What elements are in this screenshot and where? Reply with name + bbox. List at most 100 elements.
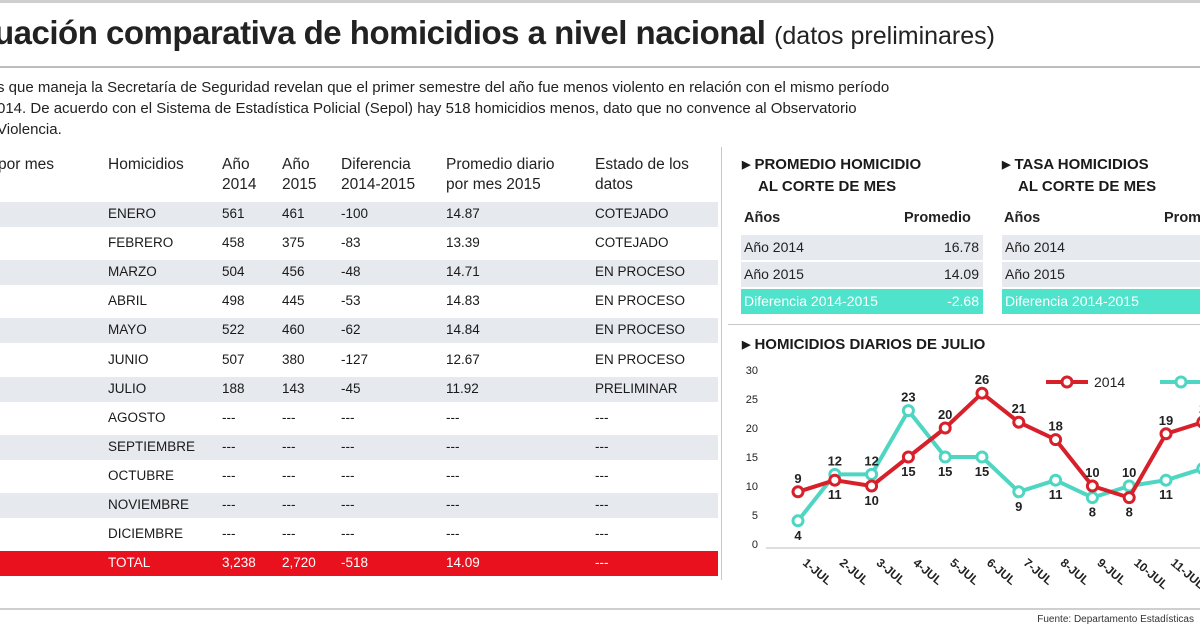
y-tick-label: 20	[746, 423, 758, 435]
col-header-month: por mes	[0, 156, 54, 173]
table-cell: EN PROCESO	[595, 264, 686, 280]
table-cell: 14.71	[446, 264, 480, 280]
table-cell: ---	[282, 526, 296, 542]
table-cell: PRELIMINAR	[595, 380, 678, 396]
promedio-row: Año 2014 16.78	[741, 235, 983, 260]
table-row: JULIO 188 143 -45 11.92 PRELIMINAR	[0, 376, 718, 402]
total-diff: -518	[341, 555, 369, 570]
table-cell: EN PROCESO	[595, 351, 686, 367]
table-cell: ---	[446, 438, 460, 454]
column-divider	[721, 147, 722, 580]
legend-label: 2014	[1094, 374, 1125, 390]
data-point-2014	[828, 473, 842, 487]
table-cell: ---	[595, 497, 609, 512]
table-cell: FEBRERO	[108, 235, 174, 251]
header-bar: uación comparativa de homicidios a nivel…	[0, 0, 1200, 68]
data-label-2015: 8	[1089, 505, 1096, 520]
table-cell: ---	[341, 438, 355, 454]
table-cell: MAYO	[108, 322, 147, 338]
table-cell: ---	[595, 438, 609, 454]
table-cell: ---	[282, 497, 296, 512]
y-tick-label: 25	[746, 394, 758, 406]
promedio-col-years: Años	[744, 210, 781, 226]
tasa-col-avg: Prom	[1164, 210, 1200, 226]
x-tick-label: 2-JUL	[837, 556, 872, 588]
data-label-2014: 26	[975, 372, 989, 387]
tasa-row: Año 2015	[1002, 262, 1200, 287]
data-point-2014	[1159, 427, 1173, 441]
data-point-2014	[1049, 433, 1063, 447]
table-cell: ENERO	[108, 206, 157, 221]
data-point-2014	[1085, 479, 1099, 493]
table-cell: 456	[282, 264, 305, 280]
table-cell: 460	[282, 322, 305, 338]
intro-line: 014. De acuerdo con el Sistema de Estadí…	[0, 100, 857, 117]
table-cell: SEPTIEMBRE	[108, 438, 196, 454]
data-label-2015: 12	[828, 453, 842, 468]
data-point-2014	[938, 421, 952, 435]
series-line-2014	[797, 391, 1200, 500]
table-cell: -48	[341, 264, 361, 280]
data-point-2014	[1196, 416, 1200, 429]
table-row: ENERO 561 461 -100 14.87 COTEJADO	[0, 202, 718, 227]
table-row: MARZO 504 456 -48 14.71 EN PROCESO	[0, 260, 718, 286]
table-cell: ---	[595, 409, 609, 425]
table-cell: JULIO	[108, 380, 147, 396]
data-point-2015	[865, 467, 879, 481]
x-tick-label: 6-JUL	[984, 556, 1019, 588]
table-cell: 13.39	[446, 235, 480, 251]
data-point-2015	[791, 514, 805, 528]
table-cell: ---	[446, 467, 460, 483]
data-label-2015: 12	[864, 453, 878, 468]
data-point-2014	[975, 386, 989, 400]
table-row: OCTUBRE --- --- --- --- ---	[0, 464, 718, 489]
data-label-2015: 9	[1015, 499, 1022, 514]
data-point-2014	[1012, 415, 1026, 429]
data-point-2015	[1085, 491, 1099, 505]
total-label: TOTAL	[108, 555, 151, 570]
x-tick-label: 4-JUL	[910, 556, 945, 588]
data-label-2014: 8	[1126, 505, 1133, 520]
table-cell: 14.84	[446, 322, 480, 338]
divider	[728, 324, 1200, 325]
table-cell: 507	[222, 351, 245, 367]
data-label-2014: 18	[1048, 419, 1062, 434]
triangle-icon: ▶	[742, 159, 751, 171]
table-cell: 380	[282, 351, 305, 367]
data-point-2015	[1159, 473, 1173, 487]
triangle-icon: ▶	[1002, 159, 1011, 171]
table-cell: -62	[341, 322, 361, 338]
col-header-avg: Promedio diario por mes 2015	[446, 156, 555, 193]
table-cell: -83	[341, 235, 361, 251]
data-label-2014: 10	[1085, 465, 1099, 480]
data-point-2015	[901, 404, 915, 418]
table-row: MAYO 522 460 -62 14.84 EN PROCESO	[0, 318, 718, 344]
table-cell: 14.87	[446, 206, 480, 221]
table-cell: -53	[341, 293, 361, 309]
table-cell: ---	[595, 526, 609, 542]
table-cell: NOVIEMBRE	[108, 497, 190, 512]
promedio-row: Año 2015 14.09	[741, 262, 983, 287]
data-label-2014: 10	[864, 493, 878, 508]
data-label-2015: 15	[938, 464, 952, 479]
intro-line: s que maneja la Secretaría de Seguridad …	[0, 79, 890, 96]
table-cell: 188	[222, 380, 245, 396]
table-cell: ---	[595, 467, 609, 483]
data-label-2014: 11	[828, 487, 842, 502]
table-cell: ---	[282, 409, 296, 425]
table-cell: 143	[282, 380, 305, 396]
data-label-2015: 15	[975, 464, 989, 479]
data-point-2014	[865, 479, 879, 493]
table-cell: 504	[222, 264, 245, 280]
x-tick-label: 7-JUL	[1021, 556, 1056, 588]
promedio-title: ▶ PROMEDIO HOMICIDIO AL CORTE DE MES	[742, 156, 922, 195]
data-label-2015: 11	[1049, 487, 1063, 502]
table-cell: 12.67	[446, 351, 480, 367]
col-header-2014: Año 2014	[222, 156, 257, 193]
data-label-2015: 4	[794, 528, 802, 543]
data-point-2015	[1012, 485, 1026, 499]
table-row: ABRIL 498 445 -53 14.83 EN PROCESO	[0, 289, 718, 314]
title-text: uación comparativa de homicidios a nivel…	[0, 14, 766, 51]
intro-line: Violencia.	[0, 121, 62, 138]
total-2014: 3,238	[222, 555, 256, 570]
